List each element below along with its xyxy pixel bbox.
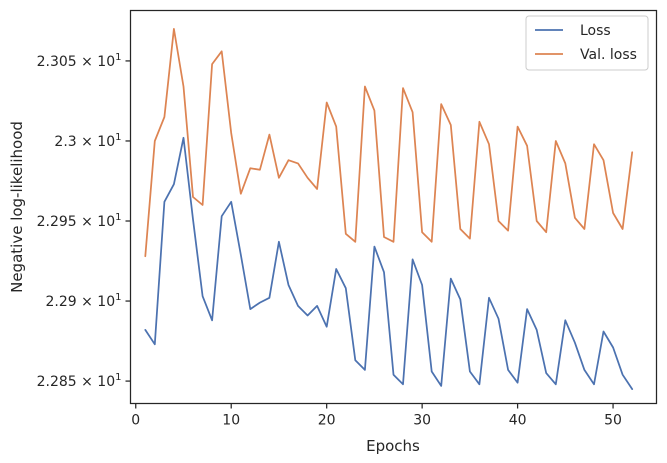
x-tick-label: 40 [509,413,527,429]
y-tick-label: 2.285 × 101 [37,372,122,390]
x-tick-label: 0 [131,413,140,429]
y-axis: 2.285 × 101 2.29 × 101 2.295 × 101 2.3 × 10… [37,52,131,390]
axes-frame [129,9,658,405]
y-axis-label: Negative log-likelihood [8,121,26,293]
legend-label-val-loss: Val. loss [580,47,637,63]
x-tick-label: 50 [604,413,622,429]
x-tick-label: 30 [413,413,431,429]
x-axis-label: Epochs [366,437,420,455]
legend-label-loss: Loss [580,23,611,39]
y-tick-label: 2.295 × 101 [37,212,122,230]
x-tick-label: 20 [318,413,336,429]
y-tick-label: 2.29 × 101 [46,292,122,310]
x-axis: 0 10 20 30 40 50 [131,403,622,429]
x-tick-label: 10 [222,413,240,429]
y-tick-label: 2.305 × 101 [37,52,122,70]
series-line-val-loss [144,28,634,258]
series-line-loss [144,136,634,390]
series-lines [144,28,634,390]
y-tick-label: 2.3 × 101 [54,132,121,150]
legend: Loss Val. loss [525,15,649,71]
